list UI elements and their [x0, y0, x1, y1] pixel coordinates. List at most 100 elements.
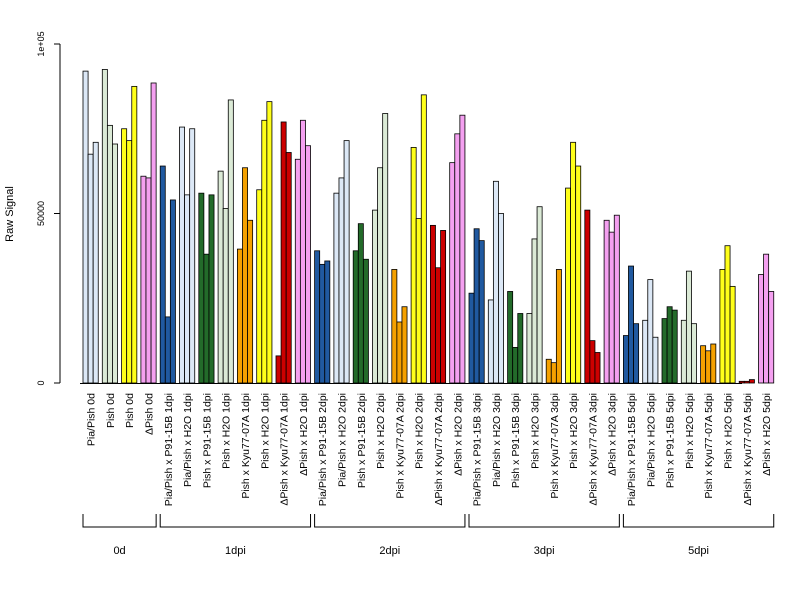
- x-tick-label: ΔPish x Kyu77-07A 1dpi: [279, 393, 291, 506]
- bar: [236, 248, 243, 384]
- bar: [550, 362, 557, 384]
- bar: [536, 206, 543, 384]
- y-axis-label: Raw Signal: [4, 186, 16, 242]
- bar: [415, 218, 422, 384]
- x-tick-label: Pish x Kyu77-07A 1dpi: [240, 393, 252, 499]
- bar: [208, 194, 215, 384]
- x-tick-label: Pish x P91-15B 2dpi: [356, 393, 368, 488]
- x-tick-label: Pish x P91-15B 3dpi: [510, 393, 522, 488]
- bar: [112, 143, 118, 384]
- bar: [410, 146, 417, 384]
- bar: [565, 187, 571, 384]
- bar: [763, 253, 770, 384]
- x-tick-label: Pia/Pish x P91-15B 2dpi: [317, 393, 329, 506]
- bar: [382, 113, 389, 384]
- bar: [507, 291, 514, 384]
- group-bracket: [159, 514, 312, 528]
- bar: [261, 119, 268, 384]
- x-tick-label: Pish x H2O 5dpi: [723, 393, 735, 469]
- bar: [184, 194, 191, 384]
- bar: [512, 346, 519, 384]
- bar: [159, 165, 166, 384]
- bar: [768, 291, 775, 384]
- bar: [294, 158, 301, 384]
- bar: [333, 192, 340, 384]
- bar: [305, 145, 311, 384]
- bar: [140, 175, 147, 384]
- x-tick-label: Pia/Pish x P91-15B 5dpi: [626, 393, 638, 506]
- bar: [217, 170, 224, 384]
- bar: [748, 379, 755, 384]
- bar: [608, 231, 615, 384]
- group-brackets: 0d 1dpi 2dpi 3dpi 5dpi: [82, 514, 775, 557]
- bar: [454, 133, 461, 384]
- bar: [570, 141, 577, 384]
- bar: [729, 285, 736, 384]
- bar: [589, 340, 596, 384]
- group-label: 1dpi: [225, 545, 246, 557]
- x-tick-label: Pish x H2O 2dpi: [375, 393, 387, 469]
- x-tick-label: Pish x H2O 3dpi: [530, 393, 542, 469]
- bar: [324, 260, 331, 384]
- bar: [492, 180, 499, 384]
- y-tick-label: 1e+05: [36, 31, 46, 56]
- bar: [710, 343, 717, 384]
- bar: [131, 85, 138, 384]
- bar: [429, 224, 436, 384]
- bar: [87, 153, 94, 384]
- y-axis: 0 50000 1e+05: [36, 31, 61, 386]
- bar: [179, 126, 185, 384]
- bar: [314, 250, 321, 384]
- bar: [487, 299, 494, 384]
- bar: [555, 269, 562, 384]
- bar: [724, 245, 731, 384]
- bar: [164, 316, 171, 384]
- x-tick-label: ΔPish x H2O 5dpi: [761, 393, 773, 476]
- bar: [661, 318, 668, 384]
- x-tick-label: ΔPish x Kyu77-07A 2dpi: [433, 393, 445, 506]
- bar: [758, 274, 764, 384]
- bar: [420, 94, 427, 384]
- x-tick-label: ΔPish x H2O 2dpi: [452, 393, 464, 476]
- bar: [372, 209, 378, 384]
- bar: [126, 140, 133, 384]
- x-tick-label: Pish x Kyu77-07A 5dpi: [703, 393, 715, 499]
- bar: [680, 319, 687, 384]
- x-tick-label: Pish 0d: [105, 393, 117, 428]
- bar: [613, 214, 620, 384]
- group-bracket: [468, 514, 620, 528]
- bar: [440, 230, 447, 384]
- bar: [377, 167, 384, 384]
- bar: [343, 140, 350, 384]
- bar: [478, 240, 485, 384]
- bar: [603, 219, 610, 384]
- bar: [468, 292, 475, 384]
- bar: [299, 119, 306, 384]
- bar: [652, 336, 659, 384]
- x-tick-label: Pia/Pish x H2O 1dpi: [182, 393, 194, 487]
- bar: [623, 335, 629, 384]
- bar: [449, 162, 456, 384]
- bar: [275, 355, 282, 384]
- bar: [743, 380, 750, 384]
- bar: [738, 380, 745, 384]
- bar: [401, 306, 408, 384]
- bar: [719, 269, 726, 384]
- bar: [189, 128, 196, 384]
- x-tick-label: ΔPish x H2O 1dpi: [298, 393, 310, 476]
- bar: [459, 114, 466, 384]
- group-label: 3dpi: [534, 545, 555, 557]
- group-label: 2dpi: [379, 545, 400, 557]
- x-tick-label: Pish x H2O 2dpi: [414, 393, 426, 469]
- x-tick-label: Pia/Pish x P91-15B 1dpi: [163, 393, 175, 506]
- x-tick-label: Pish x Kyu77-07A 2dpi: [394, 393, 406, 499]
- bar: [227, 99, 234, 384]
- bar: [338, 177, 345, 384]
- bar: [285, 152, 292, 384]
- x-tick-label: ΔPish x Kyu77-07A 3dpi: [587, 393, 599, 506]
- x-tick-labels: Pia/Pish 0d Pish 0d Pish 0d ΔPish 0d Pia/Pis…: [86, 393, 773, 506]
- x-tick-label: Pia/Pish x H2O 3dpi: [491, 393, 503, 487]
- bar: [575, 165, 582, 384]
- x-tick-label: Pish x P91-15B 5dpi: [665, 393, 677, 488]
